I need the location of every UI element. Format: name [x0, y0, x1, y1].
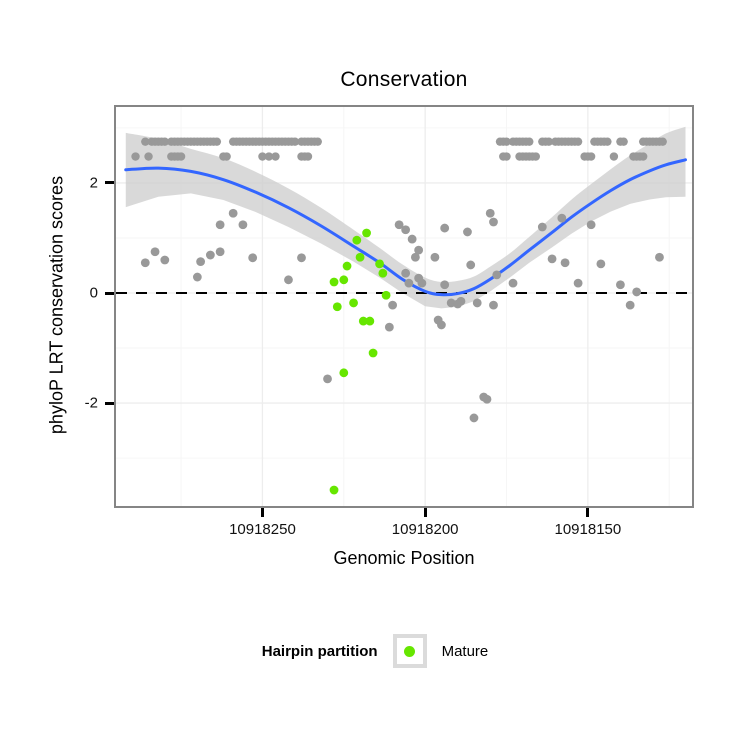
x-tick-mark	[260, 508, 264, 517]
smooth-line	[124, 158, 687, 297]
y-tick-label: -2	[84, 394, 98, 412]
legend-item-label: Mature	[441, 642, 489, 660]
x-tick-label: 10918150	[554, 521, 622, 538]
y-tick-mark	[105, 291, 114, 295]
plot-title: Conservation	[340, 68, 468, 91]
plot-canvas	[116, 107, 692, 506]
legend-title: Hairpin partition	[261, 642, 378, 660]
mature-point-icon	[404, 645, 416, 657]
plot-panel	[114, 105, 694, 508]
x-tick-mark	[423, 508, 427, 517]
points-hairpin-other	[131, 137, 667, 423]
x-axis-title: Genomic Position	[333, 548, 475, 568]
y-tick-mark	[105, 181, 114, 185]
x-tick-mark	[586, 508, 590, 517]
y-tick-label: 2	[89, 174, 98, 192]
y-tick-mark	[105, 401, 114, 405]
y-tick-label: 0	[89, 284, 98, 302]
legend: Hairpin partition Mature	[0, 634, 750, 668]
legend-key	[392, 634, 427, 668]
x-tick-label: 10918200	[391, 521, 459, 538]
x-tick-label: 10918250	[229, 521, 296, 538]
points-Mature	[329, 228, 391, 495]
